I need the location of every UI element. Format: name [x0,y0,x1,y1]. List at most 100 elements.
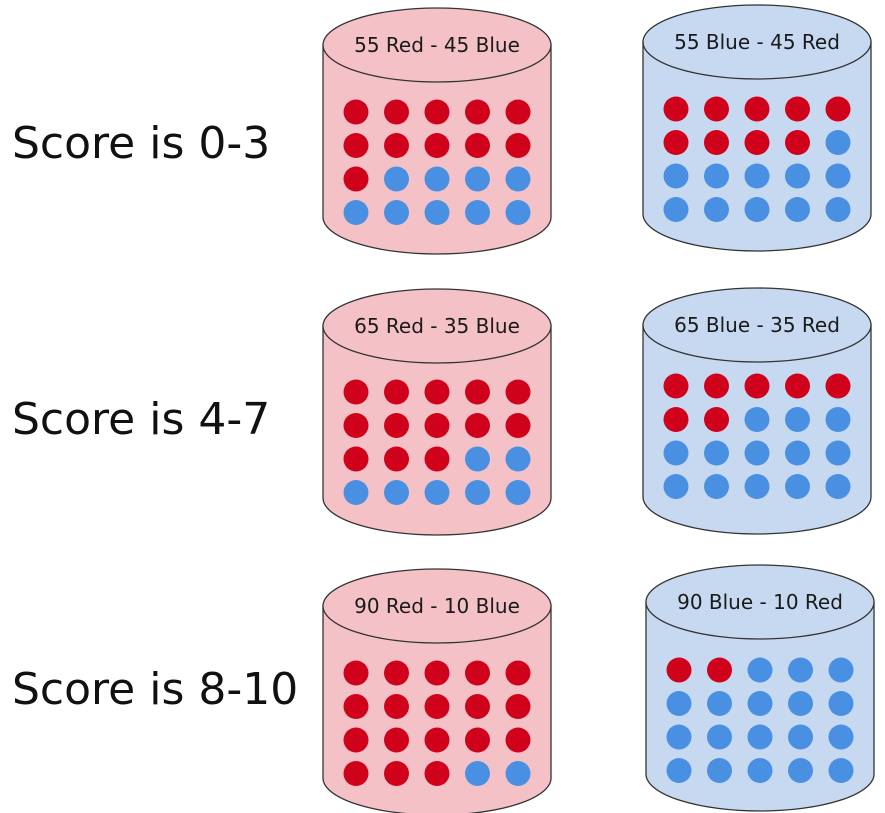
blue-ball [384,166,409,192]
blue-ball [785,407,810,432]
score-range-label: Score is 0-3 [12,118,270,169]
blue-majority-urn: 65 Blue - 35 Red [642,287,872,535]
blue-ball [465,200,490,225]
red-ball [424,133,450,158]
red-ball [663,96,689,122]
score-row: Score is 4-7 65 Red - 35 Blue 65 Blue - 35… [12,287,872,536]
blue-majority-urn: 90 Blue - 10 Red [645,564,875,812]
score-range-label: Score is 8-10 [12,664,298,715]
blue-ball [505,761,531,786]
red-ball [505,99,531,125]
red-ball [424,660,450,686]
blue-ball [788,724,813,750]
red-ball [384,413,409,438]
red-ball [343,413,369,438]
red-ball [424,694,450,719]
blue-ball [747,758,773,783]
blue-ball [424,166,450,192]
blue-ball [663,163,689,189]
red-majority-urn: 55 Red - 45 Blue [322,7,552,255]
red-ball [384,694,409,719]
blue-ball [666,724,692,750]
red-ball [424,413,450,438]
blue-ball [828,758,854,783]
urn-ratio-label: 65 Blue - 35 Red [674,313,840,337]
blue-ball [825,440,851,466]
blue-ball [825,130,851,155]
blue-ball [747,691,773,716]
red-ball [505,660,531,686]
red-ball [424,727,450,753]
red-ball [384,99,409,125]
blue-ball [825,197,851,222]
red-ball [505,727,531,753]
blue-ball [704,163,729,189]
red-ball [424,379,450,405]
blue-ball [828,657,854,683]
blue-ball [666,691,692,716]
red-ball [384,133,409,158]
red-ball [505,413,531,438]
blue-ball [505,446,531,472]
blue-ball [744,474,770,499]
red-ball [666,657,692,683]
red-ball [343,133,369,158]
blue-ball [828,691,854,716]
blue-ball [666,758,692,783]
urn-top [322,568,552,644]
urn-ratio-label: 65 Red - 35 Blue [354,314,520,338]
red-majority-urn: 65 Red - 35 Blue [322,288,552,536]
red-ball [343,761,369,786]
blue-ball [424,200,450,225]
red-ball [465,133,490,158]
red-ball [663,373,689,399]
blue-ball [747,724,773,750]
urn-top [322,7,552,83]
red-ball [704,373,729,399]
blue-ball [704,197,729,222]
red-ball [465,727,490,753]
red-ball [465,99,490,125]
blue-ball [747,657,773,683]
urn-top [642,4,872,80]
red-ball [785,130,810,155]
score-row: Score is 8-10 90 Red - 10 Blue 90 Blue - 1… [12,564,875,813]
blue-ball [505,200,531,225]
blue-ball [505,480,531,505]
red-ball [663,407,689,432]
red-ball [343,694,369,719]
blue-ball [704,474,729,499]
red-ball [785,96,810,122]
blue-ball [465,446,490,472]
red-ball [825,96,851,122]
urn-ratio-label: 55 Blue - 45 Red [674,30,840,54]
red-ball [465,660,490,686]
blue-ball [785,440,810,466]
blue-ball [707,691,732,716]
red-majority-urn: 90 Red - 10 Blue [322,568,552,813]
red-ball [744,130,770,155]
red-ball [343,446,369,472]
blue-ball [663,197,689,222]
blue-ball [744,440,770,466]
red-ball [343,166,369,192]
red-ball [343,660,369,686]
blue-ball [825,474,851,499]
red-ball [744,96,770,122]
red-ball [707,657,732,683]
red-ball [704,407,729,432]
red-ball [424,99,450,125]
blue-ball [343,480,369,505]
blue-ball [465,761,490,786]
blue-ball [825,407,851,432]
red-ball [505,133,531,158]
urn-top [322,288,552,364]
blue-ball [663,440,689,466]
blue-ball [505,166,531,192]
blue-ball [828,724,854,750]
red-ball [785,373,810,399]
blue-ball [384,480,409,505]
blue-ball [465,166,490,192]
blue-ball [785,474,810,499]
